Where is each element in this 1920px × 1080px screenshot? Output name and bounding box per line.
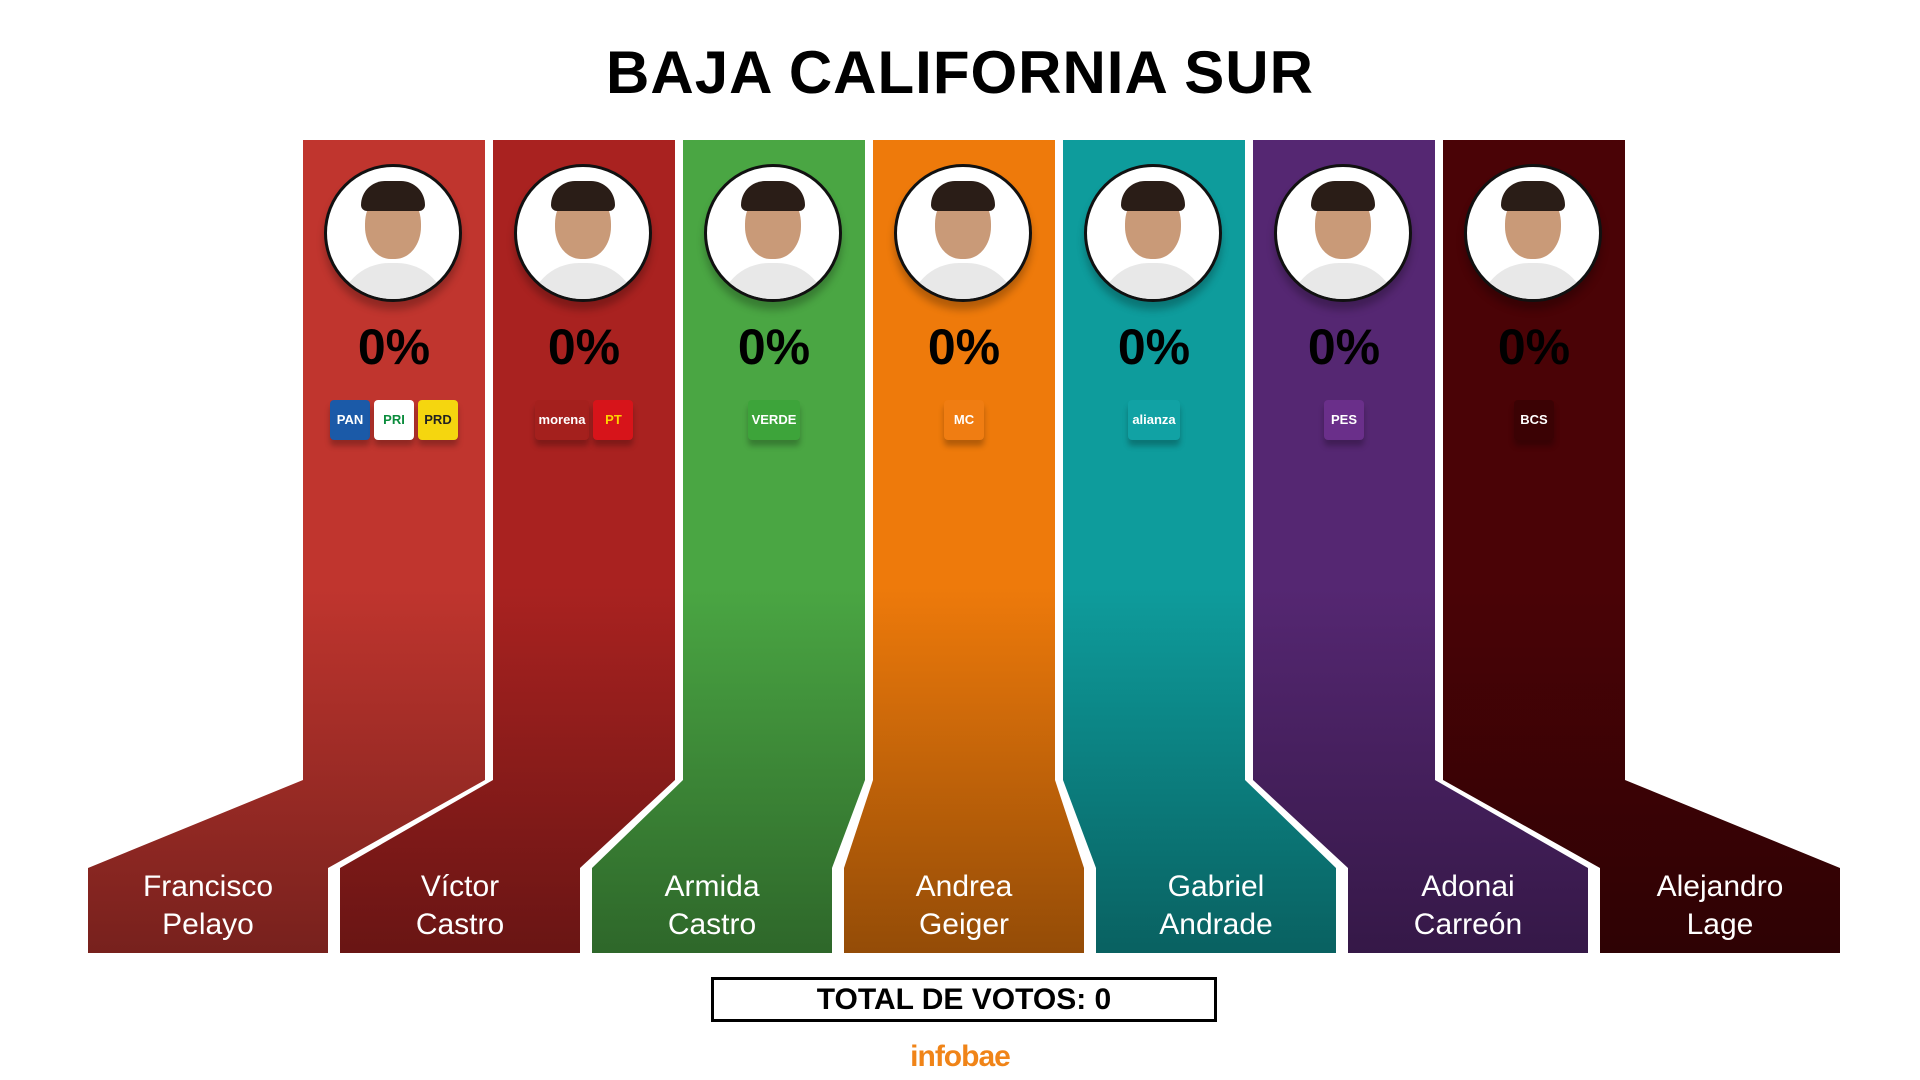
vote-percentage: 0% (547, 319, 621, 375)
photo-body (909, 263, 1017, 299)
candidate-first-name: Adonai (1421, 870, 1515, 903)
candidate-column-bar (340, 140, 675, 953)
candidate-name: Alejandro Lage (1600, 868, 1840, 944)
candidate-photo (324, 164, 462, 302)
party-logo-pan: PAN (330, 400, 370, 440)
candidate-last-name: Carreón (1413, 908, 1523, 941)
candidate-last-name: Castro (415, 908, 505, 941)
candidate-last-name: Pelayo (162, 908, 254, 941)
candidate-photo (894, 164, 1032, 302)
candidate-first-name: Alejandro (1656, 870, 1784, 903)
candidate-name: Armida Castro (592, 868, 832, 944)
photo-hair (741, 181, 805, 211)
candidate-column-bar (1063, 140, 1336, 953)
candidate-photo (704, 164, 842, 302)
candidate-first-name: Armida (664, 870, 760, 903)
vote-percentage: 0% (357, 319, 431, 375)
candidate-name: Gabriel Andrade (1096, 868, 1336, 944)
candidate-column: 0% PAN PRI PRD (303, 140, 485, 780)
candidate-last-name: Andrade (1159, 908, 1273, 941)
candidate-last-name: Geiger (918, 908, 1010, 941)
photo-hair (1501, 181, 1565, 211)
party-logos: VERDE (683, 400, 865, 440)
party-logo-morena: morena (534, 400, 590, 440)
party-logo-pt: PT (593, 400, 634, 440)
photo-body (1289, 263, 1397, 299)
party-logo-pri: PRI (374, 400, 414, 440)
candidate-name: Francisco Pelayo (88, 868, 328, 944)
vote-percentage: 0% (737, 319, 811, 375)
candidate-first-name: Andrea (915, 870, 1013, 903)
candidate-photo (514, 164, 652, 302)
photo-hair (361, 181, 425, 211)
candidate-last-name: Lage (1686, 908, 1754, 941)
party-logos: MC (873, 400, 1055, 440)
photo-body (339, 263, 447, 299)
candidate-column-bar (844, 140, 1084, 953)
candidate-photo (1274, 164, 1412, 302)
candidate-first-name: Francisco (142, 870, 274, 903)
vote-percentage: 0% (1307, 319, 1381, 375)
candidate-first-name: Gabriel (1167, 870, 1265, 903)
photo-hair (551, 181, 615, 211)
party-logos: morena PT (493, 400, 675, 440)
candidate-photo (1464, 164, 1602, 302)
party-logo-pes: PES (1324, 400, 1364, 440)
photo-hair (1121, 181, 1185, 211)
infobae-logo: infobae (910, 1040, 1011, 1073)
party-logos: PES (1253, 400, 1435, 440)
party-logos: PAN PRI PRD (303, 400, 485, 440)
candidate-photo (1084, 164, 1222, 302)
photo-body (1099, 263, 1207, 299)
candidate-column: 0% alianza (1063, 140, 1245, 780)
candidate-column: 0% BCS (1443, 140, 1625, 780)
candidate-name: Andrea Geiger (844, 868, 1084, 944)
party-logos: alianza (1063, 400, 1245, 440)
party-logos: BCS (1443, 400, 1625, 440)
vote-percentage: 0% (927, 319, 1001, 375)
candidate-column: 0% PES (1253, 140, 1435, 780)
party-logo-prd: PRD (418, 400, 458, 440)
candidate-column: 0% VERDE (683, 140, 865, 780)
candidate-name: Adonai Carreón (1348, 868, 1588, 944)
photo-hair (931, 181, 995, 211)
photo-body (1479, 263, 1587, 299)
party-logo-verde: VERDE (747, 400, 801, 440)
candidate-column: 0% MC (873, 140, 1055, 780)
party-logo-bcs: BCS (1514, 400, 1554, 440)
photo-body (529, 263, 637, 299)
photo-hair (1311, 181, 1375, 211)
candidate-name: Víctor Castro (340, 868, 580, 944)
party-logo-alianza: alianza (1128, 400, 1180, 440)
candidate-column-bar (1443, 140, 1840, 953)
photo-body (719, 263, 827, 299)
candidate-first-name: Víctor (420, 870, 500, 903)
chart-title: BAJA CALIFORNIA SUR (606, 39, 1314, 106)
candidate-column: 0% morena PT (493, 140, 675, 780)
total-votes-box: TOTAL DE VOTOS: 0 (711, 977, 1217, 1022)
candidate-column-bar (1253, 140, 1588, 953)
candidate-last-name: Castro (667, 908, 757, 941)
party-logo-mc: MC (944, 400, 984, 440)
vote-percentage: 0% (1497, 319, 1571, 375)
candidate-column-bar (592, 140, 865, 953)
candidate-column-bar (88, 140, 485, 953)
vote-percentage: 0% (1117, 319, 1191, 375)
